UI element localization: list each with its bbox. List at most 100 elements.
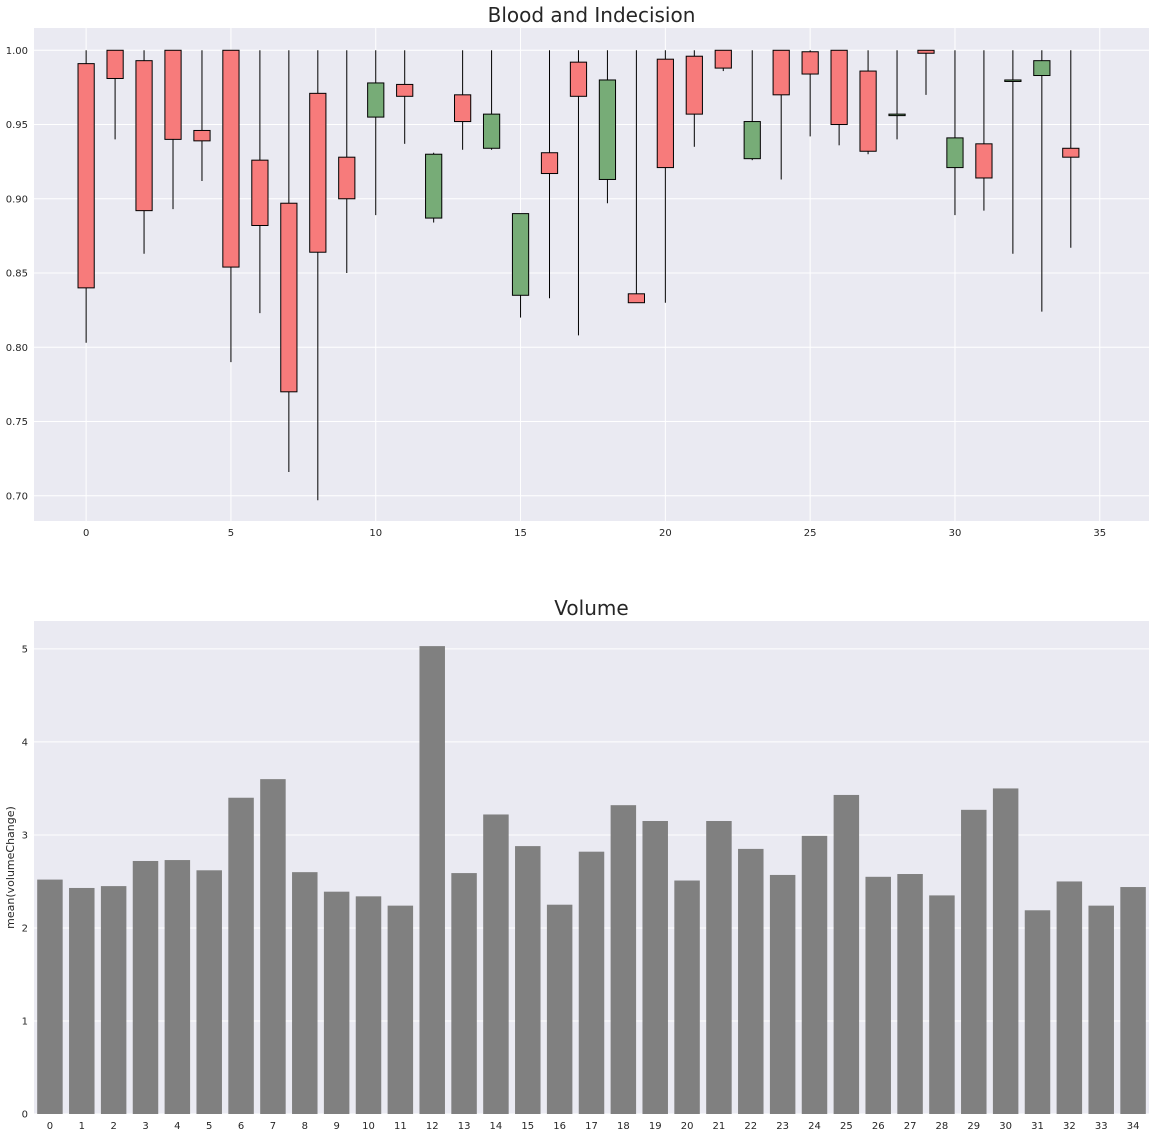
candle-body-down	[77, 63, 95, 289]
candle-body-down	[830, 49, 848, 126]
candle-body-down	[801, 51, 819, 75]
volume-x-tick-label: 9	[333, 1121, 339, 1132]
volume-x-tick-label: 15	[521, 1121, 534, 1132]
candle-body-up	[425, 153, 443, 219]
volume-bar	[1056, 881, 1083, 1114]
volume-x-tick-label: 7	[270, 1121, 276, 1132]
candle-body-up	[888, 113, 906, 117]
candle-body-down	[106, 49, 124, 79]
volume-x-tick-label: 14	[490, 1121, 503, 1132]
volume-bar	[546, 904, 573, 1114]
volume-x-tick-label: 12	[426, 1121, 439, 1132]
candlestick-x-tick-label: 30	[949, 528, 962, 539]
candlestick-x-tick-label: 20	[659, 528, 672, 539]
volume-y-tick-label: 2	[22, 923, 28, 934]
candle-body-down	[917, 49, 935, 54]
volume-x-tick-label: 25	[840, 1121, 853, 1132]
volume-bar	[69, 887, 95, 1114]
candlestick-y-tick-label: 0.70	[6, 491, 28, 502]
volume-bar	[578, 851, 605, 1114]
volume-x-tick-label: 18	[617, 1121, 630, 1132]
candle-body-down	[975, 143, 993, 179]
candle-body-down	[338, 156, 356, 200]
volume-x-tick-label: 26	[872, 1121, 885, 1132]
candlestick-x-tick-label: 5	[228, 528, 234, 539]
volume-x-tick-label: 33	[1095, 1121, 1108, 1132]
volume-x-tick-label: 19	[649, 1121, 662, 1132]
candle-body-down	[454, 94, 472, 123]
candle-body-down	[685, 55, 703, 115]
candlestick-marks	[77, 49, 1080, 501]
candle-body-up	[482, 113, 501, 149]
volume-x-tick-label: 4	[174, 1121, 180, 1132]
volume-bar	[642, 820, 668, 1114]
volume-bar	[865, 876, 891, 1114]
volume-bar	[419, 646, 445, 1114]
volume-bar	[100, 886, 127, 1114]
volume-x-tick-label: 8	[302, 1121, 308, 1132]
candle-body-down	[193, 129, 211, 142]
candle-body-down	[569, 61, 588, 97]
candle-body-down	[714, 49, 732, 69]
candle-body-down	[772, 49, 790, 96]
candle-body-up	[743, 121, 761, 160]
volume-bar	[674, 880, 700, 1114]
volume-bars	[37, 646, 1146, 1114]
volume-x-tick-label: 16	[553, 1121, 566, 1132]
volume-bar	[387, 905, 414, 1114]
volume-bar	[897, 874, 923, 1114]
volume-bar	[132, 860, 159, 1114]
volume-bar	[260, 779, 286, 1114]
volume-bar	[323, 891, 350, 1114]
candlestick-x-tick-label: 25	[804, 528, 817, 539]
candle-body-down	[540, 152, 559, 175]
volume-x-tick-label: 27	[904, 1121, 917, 1132]
candlestick-x-tick-label: 35	[1093, 528, 1106, 539]
candlestick-plot-area	[34, 28, 1149, 521]
volume-x-tick-label: 2	[110, 1121, 116, 1132]
volume-bar	[355, 896, 382, 1114]
candlestick-x-tick-label: 0	[83, 528, 89, 539]
volume-x-tick-label: 17	[585, 1121, 598, 1132]
volume-bar	[801, 835, 828, 1114]
volume-x-tick-label: 3	[142, 1121, 148, 1132]
candlestick-y-tick-label: 0.85	[6, 269, 28, 280]
volume-y-tick-label: 0	[22, 1110, 28, 1121]
candle-body-up	[511, 213, 530, 296]
volume-x-tick-label: 23	[776, 1121, 789, 1132]
volume-x-tick-label: 22	[744, 1121, 757, 1132]
volume-y-tick-label: 5	[22, 644, 28, 655]
volume-bar	[706, 820, 732, 1114]
volume-x-tick-label: 6	[238, 1121, 244, 1132]
candlestick-y-tick-label: 0.95	[6, 120, 28, 131]
candle-body-up	[598, 79, 617, 180]
volume-bar	[451, 873, 477, 1114]
volume-bar	[37, 879, 63, 1114]
volume-chart-title: Volume	[554, 596, 628, 620]
volume-x-tick-label: 20	[681, 1121, 694, 1132]
volume-y-tick-label: 4	[22, 737, 28, 748]
volume-x-tick-label: 13	[458, 1121, 471, 1132]
volume-x-tick-label: 10	[362, 1121, 375, 1132]
volume-x-tick-label: 31	[1031, 1121, 1044, 1132]
volume-x-tick-label: 32	[1063, 1121, 1076, 1132]
candle-body-up	[1033, 60, 1051, 77]
volume-x-tick-label: 24	[808, 1121, 821, 1132]
candle-body-down	[309, 92, 327, 253]
volume-bar	[292, 872, 318, 1114]
candle-body-down	[222, 49, 240, 268]
candlestick-x-tick-label: 15	[514, 528, 527, 539]
candle-body-down	[280, 202, 298, 393]
candlestick-chart: 0 5 10 15 20 25 30 35 0.70 0.75 0.80 0.85 0.90 0.95 1.…	[6, 3, 1149, 539]
volume-bar	[610, 805, 637, 1114]
volume-x-tick-label: 1	[79, 1121, 85, 1132]
candlestick-y-tick-label: 1.00	[6, 46, 28, 57]
candle-body-down	[396, 83, 414, 97]
candle-body-down	[164, 49, 182, 140]
volume-x-tick-label: 30	[999, 1121, 1012, 1132]
volume-bar	[929, 895, 955, 1114]
volume-bar	[833, 794, 860, 1114]
volume-bar	[1024, 910, 1051, 1114]
